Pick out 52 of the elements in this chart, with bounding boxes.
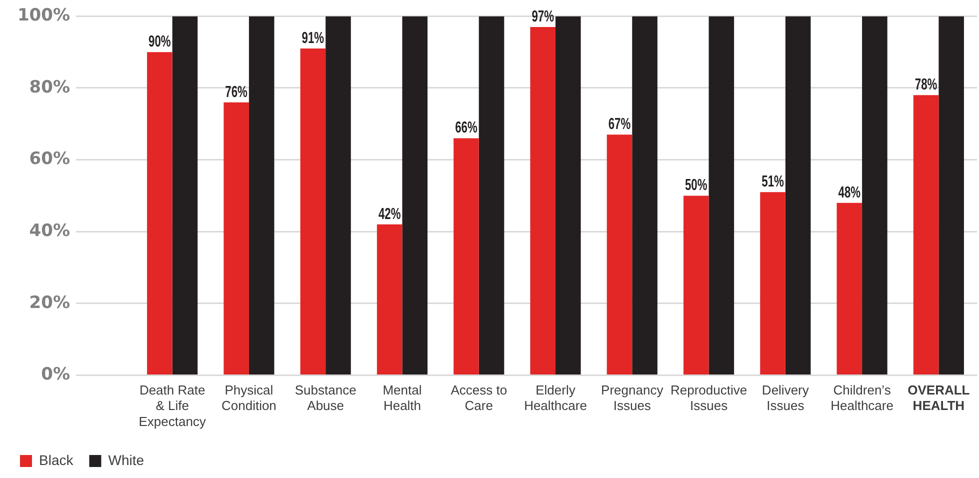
bar <box>530 26 556 374</box>
data-label: 48% <box>838 183 861 201</box>
data-label: 66% <box>455 118 478 136</box>
x-tick-label: Mental Health <box>382 382 422 414</box>
x-tick-label: Death Rate & Life Expectancy <box>138 382 206 429</box>
bar <box>326 16 351 374</box>
bar <box>606 134 632 374</box>
y-tick-label: 60% <box>29 149 70 170</box>
bar <box>785 16 811 374</box>
bar <box>913 95 939 374</box>
bar <box>224 102 249 374</box>
data-label: 97% <box>532 7 554 25</box>
y-tick-label: 40% <box>29 221 70 242</box>
x-tick-label: Reproductive Issues <box>670 382 748 414</box>
bar <box>862 16 888 374</box>
bar <box>632 16 658 374</box>
y-tick-label: 20% <box>29 292 70 313</box>
bar <box>248 16 274 374</box>
bar <box>300 48 326 374</box>
data-label: 67% <box>608 115 631 133</box>
x-tick-label: Physical Condition <box>221 382 276 414</box>
bar <box>376 224 402 374</box>
bar <box>556 16 581 374</box>
bar <box>708 16 734 374</box>
y-tick-label: 80% <box>29 77 70 98</box>
bar <box>147 52 172 374</box>
x-tick-label: Delivery Issues <box>762 382 810 414</box>
bar <box>172 16 198 374</box>
data-label: 90% <box>148 32 171 50</box>
data-label: 91% <box>302 28 324 46</box>
bar <box>760 192 786 374</box>
x-tick-label: Substance Abuse <box>294 382 356 414</box>
y-tick-label: 100% <box>17 6 70 26</box>
x-tick-label: OVERALL HEALTH <box>908 382 970 414</box>
x-tick-label: Elderly Healthcare <box>524 382 587 414</box>
x-tick-label: Children’s Healthcare <box>830 382 894 414</box>
data-label: 50% <box>684 176 708 194</box>
bar <box>454 138 479 374</box>
bar <box>683 196 709 374</box>
bar <box>938 16 964 374</box>
y-tick-label: 0% <box>41 364 70 385</box>
data-label: 51% <box>762 172 784 190</box>
data-label: 42% <box>378 204 401 222</box>
x-tick-label: Access to Care <box>450 382 508 414</box>
x-tick-label: Pregnancy Issues <box>601 382 664 414</box>
bar <box>836 202 862 374</box>
data-label: 78% <box>914 76 938 94</box>
bar <box>402 16 428 374</box>
data-label: 76% <box>225 82 248 100</box>
legend-label: White <box>108 452 144 468</box>
bar <box>478 16 504 374</box>
legend-label: Black <box>39 452 74 468</box>
